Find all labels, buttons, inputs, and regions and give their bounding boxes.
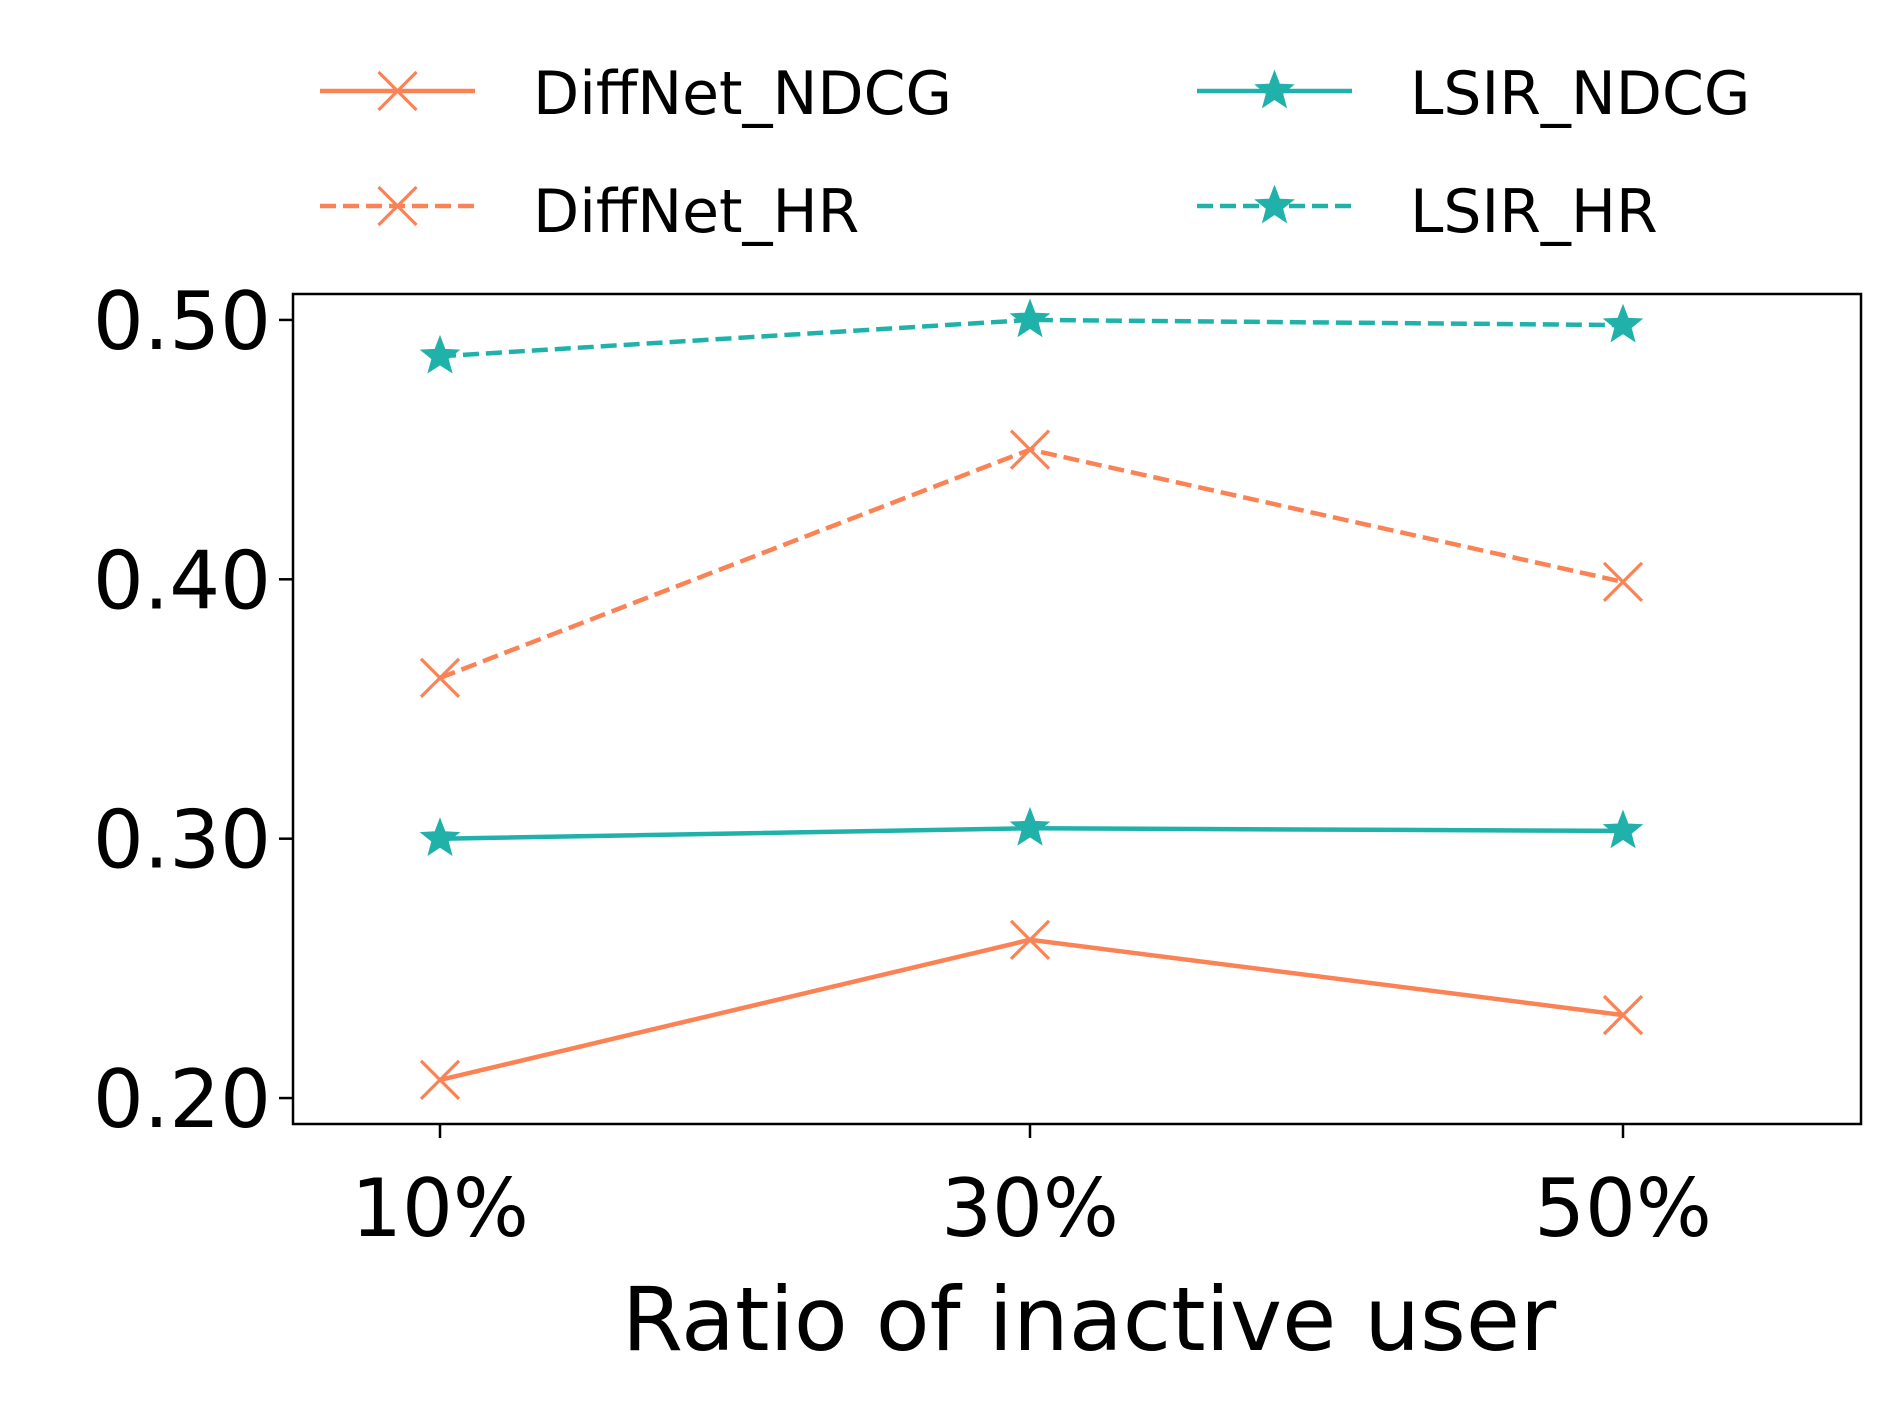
data-point (1602, 809, 1644, 849)
data-point (1602, 561, 1644, 603)
series-line (439, 317, 1624, 359)
y-axis: 0.20 0.30 0.40 0.50 (93, 275, 293, 1146)
plot-frame (291, 292, 1863, 1126)
legend-marker (377, 70, 418, 112)
legend-marker (377, 185, 418, 227)
series-line (439, 937, 1624, 1083)
data-point (419, 657, 461, 699)
series-line (439, 447, 1624, 680)
legend-label: DiffNet_NDCG (533, 59, 952, 129)
legend: DiffNet_NDCG DiffNet_HR LSIR_NDCG LSIR_HR (320, 59, 1750, 247)
legend-label: LSIR_HR (1410, 177, 1658, 247)
legend-marker (1254, 69, 1295, 109)
y-tick-label: 0.50 (93, 275, 271, 368)
data-point (419, 817, 461, 857)
y-tick-label: 0.40 (93, 534, 271, 627)
legend-item-lsir-ndcg: LSIR_NDCG (1197, 59, 1750, 129)
series-layer (419, 298, 1644, 1101)
data-point (1602, 303, 1644, 343)
legend-item-lsir-hr: LSIR_HR (1197, 177, 1658, 247)
y-tick-label: 0.30 (93, 794, 271, 887)
legend-label: DiffNet_HR (533, 177, 859, 247)
data-point (1602, 994, 1644, 1036)
series-lsir-ndcg (419, 806, 1644, 857)
data-point (1009, 429, 1051, 470)
x-tick-label: 30% (941, 1162, 1119, 1255)
legend-item-diffnet-ndcg: DiffNet_NDCG (320, 59, 952, 129)
x-axis-title: Ratio of inactive user (622, 1268, 1557, 1371)
y-tick-label: 0.20 (93, 1053, 271, 1146)
data-point (1009, 806, 1051, 846)
series-diffnet-ndcg (419, 919, 1644, 1101)
x-axis: 10% 30% 50% (351, 1124, 1712, 1255)
legend-marker (1254, 184, 1295, 224)
legend-item-diffnet-hr: DiffNet_HR (320, 177, 859, 247)
data-point (419, 1059, 461, 1101)
data-point (1009, 298, 1051, 338)
legend-label: LSIR_NDCG (1410, 59, 1750, 129)
x-tick-label: 10% (351, 1162, 529, 1255)
series-diffnet-hr (419, 429, 1644, 699)
data-point (419, 334, 461, 374)
series-lsir-hr (419, 298, 1644, 374)
x-tick-label: 50% (1534, 1162, 1712, 1255)
data-point (1009, 919, 1051, 960)
